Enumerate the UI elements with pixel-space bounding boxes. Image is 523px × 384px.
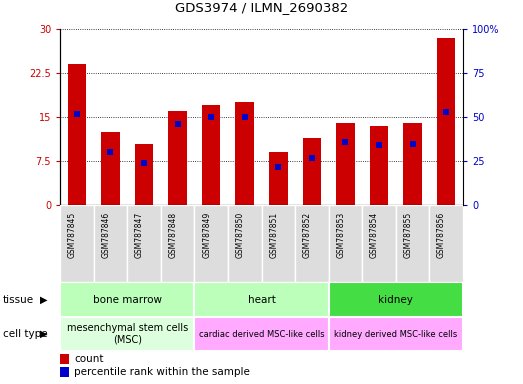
Text: tissue: tissue (3, 295, 34, 305)
Bar (437, 38, 456, 205)
Bar (336, 123, 355, 205)
Text: ▶: ▶ (40, 295, 47, 305)
Text: GSM787853: GSM787853 (336, 212, 345, 258)
Bar (60, 367, 69, 377)
Text: GSM787852: GSM787852 (303, 212, 312, 258)
Point (241, 114, 249, 120)
Bar (370, 126, 388, 205)
Text: GSM787856: GSM787856 (437, 212, 446, 258)
Point (308, 155, 316, 161)
FancyBboxPatch shape (362, 205, 396, 282)
Point (375, 142, 383, 149)
FancyBboxPatch shape (94, 205, 127, 282)
FancyBboxPatch shape (161, 205, 195, 282)
Text: GSM787850: GSM787850 (236, 212, 245, 258)
Text: GSM787848: GSM787848 (168, 212, 178, 258)
Text: kidney: kidney (378, 295, 413, 305)
Text: mesenchymal stem cells
(MSC): mesenchymal stem cells (MSC) (66, 323, 188, 345)
Bar (135, 144, 153, 205)
FancyBboxPatch shape (328, 282, 463, 317)
Text: kidney derived MSC-like cells: kidney derived MSC-like cells (334, 329, 457, 339)
Bar (60, 354, 69, 364)
FancyBboxPatch shape (195, 205, 228, 282)
FancyBboxPatch shape (195, 282, 328, 317)
FancyBboxPatch shape (127, 205, 161, 282)
Point (207, 114, 215, 120)
Bar (303, 138, 321, 205)
Bar (403, 123, 422, 205)
Point (442, 109, 450, 115)
Bar (235, 103, 254, 205)
Bar (202, 105, 220, 205)
Text: GSM787847: GSM787847 (135, 212, 144, 258)
Bar (168, 111, 187, 205)
Point (106, 149, 115, 156)
Text: GSM787854: GSM787854 (370, 212, 379, 258)
Text: bone marrow: bone marrow (93, 295, 162, 305)
FancyBboxPatch shape (228, 205, 262, 282)
Bar (67, 64, 86, 205)
Text: cell type: cell type (3, 329, 47, 339)
FancyBboxPatch shape (328, 317, 463, 351)
Bar (101, 132, 120, 205)
FancyBboxPatch shape (328, 205, 362, 282)
FancyBboxPatch shape (60, 205, 94, 282)
Text: GSM787849: GSM787849 (202, 212, 211, 258)
FancyBboxPatch shape (295, 205, 328, 282)
Text: cardiac derived MSC-like cells: cardiac derived MSC-like cells (199, 329, 324, 339)
Point (274, 164, 282, 170)
Text: ▶: ▶ (40, 329, 47, 339)
Text: GSM787855: GSM787855 (404, 212, 413, 258)
Text: GSM787846: GSM787846 (101, 212, 110, 258)
Point (341, 139, 349, 145)
Point (140, 160, 148, 166)
FancyBboxPatch shape (429, 205, 463, 282)
Point (73, 111, 81, 117)
FancyBboxPatch shape (195, 317, 328, 351)
Text: GSM787845: GSM787845 (68, 212, 77, 258)
Text: GSM787851: GSM787851 (269, 212, 278, 258)
Text: heart: heart (247, 295, 276, 305)
Text: percentile rank within the sample: percentile rank within the sample (74, 367, 250, 377)
Bar (269, 152, 288, 205)
FancyBboxPatch shape (60, 282, 195, 317)
Point (408, 141, 417, 147)
Text: count: count (74, 354, 104, 364)
FancyBboxPatch shape (262, 205, 295, 282)
FancyBboxPatch shape (396, 205, 429, 282)
Point (174, 121, 182, 127)
Text: GDS3974 / ILMN_2690382: GDS3974 / ILMN_2690382 (175, 1, 348, 14)
FancyBboxPatch shape (60, 317, 195, 351)
